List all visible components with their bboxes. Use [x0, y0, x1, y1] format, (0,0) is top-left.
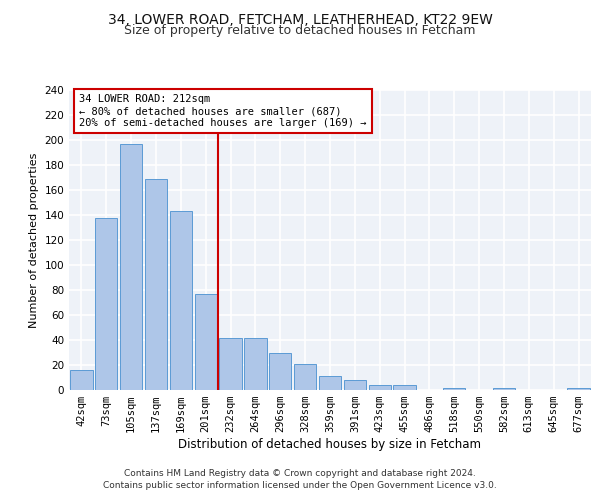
- Text: Contains HM Land Registry data © Crown copyright and database right 2024.: Contains HM Land Registry data © Crown c…: [124, 468, 476, 477]
- Bar: [368, 385, 391, 390]
- Bar: [194, 294, 217, 390]
- Y-axis label: Number of detached properties: Number of detached properties: [29, 152, 39, 328]
- Bar: [70, 370, 92, 390]
- Bar: [269, 352, 292, 390]
- X-axis label: Distribution of detached houses by size in Fetcham: Distribution of detached houses by size …: [179, 438, 482, 451]
- Bar: [394, 385, 416, 390]
- Bar: [294, 364, 316, 390]
- Bar: [568, 388, 590, 390]
- Bar: [319, 376, 341, 390]
- Text: Contains public sector information licensed under the Open Government Licence v3: Contains public sector information licen…: [103, 481, 497, 490]
- Text: Size of property relative to detached houses in Fetcham: Size of property relative to detached ho…: [124, 24, 476, 37]
- Bar: [344, 380, 366, 390]
- Bar: [120, 144, 142, 390]
- Text: 34, LOWER ROAD, FETCHAM, LEATHERHEAD, KT22 9EW: 34, LOWER ROAD, FETCHAM, LEATHERHEAD, KT…: [107, 12, 493, 26]
- Bar: [443, 388, 466, 390]
- Bar: [145, 179, 167, 390]
- Bar: [493, 388, 515, 390]
- Bar: [244, 338, 266, 390]
- Bar: [170, 211, 192, 390]
- Bar: [220, 338, 242, 390]
- Text: 34 LOWER ROAD: 212sqm
← 80% of detached houses are smaller (687)
20% of semi-det: 34 LOWER ROAD: 212sqm ← 80% of detached …: [79, 94, 367, 128]
- Bar: [95, 218, 118, 390]
